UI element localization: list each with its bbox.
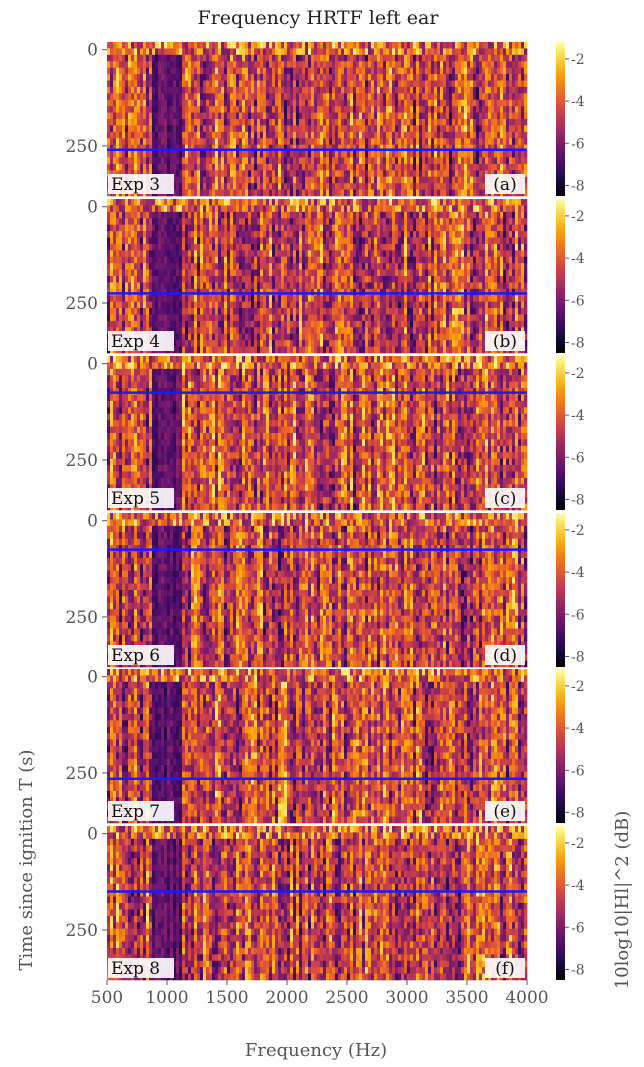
experiment-label: Exp 3 [111, 175, 160, 195]
colorbar-tick-label: -8 [571, 178, 585, 194]
colorbar-tick-label: -6 [571, 607, 585, 623]
x-axis: 500 1000 1500 2000 2500 3000 3500 4000 [91, 980, 549, 1008]
colorbar-tick-label: -2 [571, 52, 585, 68]
colorbar-tick-label: -2 [571, 523, 585, 539]
experiment-label: Exp 8 [111, 959, 160, 979]
spectrogram-panel: Exp 8 (f) 0 250 -2 -4 -6 -8 [66, 825, 585, 981]
x-tick-label: 500 [91, 988, 123, 1008]
x-tick-label: 1000 [145, 988, 188, 1008]
x-tick-label: 1500 [205, 988, 248, 1008]
colorbar-tick-label: -2 [571, 679, 585, 695]
experiment-label: Exp 7 [111, 802, 160, 822]
panel-letter: (f) [495, 959, 515, 979]
panel-letter: (a) [493, 175, 516, 195]
colorbar-tick-label: -8 [571, 649, 585, 665]
colorbar-tick-label: -8 [571, 492, 585, 508]
x-tick-label: 4000 [505, 988, 548, 1008]
y-tick-label: 250 [66, 451, 98, 471]
y-tick-label: 250 [66, 764, 98, 784]
experiment-label-box [108, 488, 174, 508]
colorbar-tick-label: -2 [571, 366, 585, 382]
colorbar-tick-label: -2 [571, 836, 585, 852]
x-tick-label: 2500 [325, 988, 368, 1008]
experiment-label-box [108, 958, 174, 978]
panel-letter: (b) [493, 332, 517, 352]
colorbar-tick-label: -4 [571, 565, 585, 581]
panel-letter-box [485, 331, 525, 351]
colorbar-tick-label: -8 [571, 335, 585, 351]
colorbar: -2 -4 -6 -8 [556, 826, 585, 980]
spectrogram-image [107, 199, 528, 354]
spectrogram-image [107, 513, 528, 668]
colorbar-tick-label: -6 [571, 763, 585, 779]
experiment-label: Exp 6 [111, 646, 160, 666]
colorbar-tick-label: -2 [571, 209, 585, 225]
spectrogram-panel: Exp 6 (d) 0 250 -2 -4 -6 -8 [66, 512, 585, 668]
spectrogram-image [107, 42, 528, 197]
colorbar: -2 -4 -6 -8 [556, 513, 585, 667]
experiment-label: Exp 5 [111, 489, 160, 509]
y-tick-label: 0 [87, 825, 98, 845]
experiment-label-box [108, 174, 174, 194]
colorbar-tick-label: -4 [571, 251, 585, 267]
y-tick-label: 250 [66, 608, 98, 628]
experiment-label-box [108, 801, 174, 821]
panel-letter-box [485, 801, 525, 821]
colorbar-scale [556, 513, 565, 667]
x-axis-label: Frequency (Hz) [245, 1040, 387, 1061]
experiment-label-box [108, 331, 174, 351]
spectrogram-image [107, 826, 528, 981]
colorbar: -2 -4 -6 -8 [556, 199, 585, 353]
colorbar-tick-label: -4 [571, 94, 585, 110]
y-tick-label: 250 [66, 921, 98, 941]
panel-letter-box [485, 488, 525, 508]
colorbar-scale [556, 826, 565, 980]
y-tick-label: 0 [87, 198, 98, 218]
colorbar-tick-label: -4 [571, 878, 585, 894]
chart-title: Frequency HRTF left ear [198, 7, 440, 29]
colorbar-scale [556, 669, 565, 823]
x-tick-label: 2000 [265, 988, 308, 1008]
colorbar-scale [556, 199, 565, 353]
spectrogram-panel: Exp 3 (a) 0 250 -2 -4 -6 -8 [66, 41, 585, 197]
spectrogram-panel: Exp 5 (c) 0 250 -2 -4 -6 -8 [66, 355, 585, 511]
y-tick-label: 0 [87, 355, 98, 375]
colorbar-tick-label: -6 [571, 450, 585, 466]
colorbar-tick-label: -6 [571, 293, 585, 309]
colorbar-scale [556, 42, 565, 196]
colorbar: -2 -4 -6 -8 [556, 42, 585, 196]
spectrogram-image [107, 356, 528, 511]
panel-letter: (d) [493, 646, 517, 666]
spectrogram-panel: Exp 4 (b) 0 250 -2 -4 -6 -8 [66, 198, 585, 354]
panels: Exp 3 (a) 0 250 -2 -4 -6 -8 Exp 4 (b) 0 250 -2 -4 -6 -8… [66, 41, 585, 981]
panel-letter-box [485, 174, 525, 194]
colorbar-tick-label: -4 [571, 408, 585, 424]
y-tick-label: 0 [87, 668, 98, 688]
colorbar-tick-label: -8 [571, 805, 585, 821]
colorbar-tick-label: -6 [571, 136, 585, 152]
experiment-label: Exp 4 [111, 332, 160, 352]
colorbar: -2 -4 -6 -8 [556, 356, 585, 510]
colorbar: -2 -4 -6 -8 [556, 669, 585, 823]
colorbar-tick-label: -6 [571, 920, 585, 936]
colorbar-tick-label: -4 [571, 721, 585, 737]
panel-letter-box [485, 958, 525, 978]
panel-letter-box [485, 645, 525, 665]
colorbar-tick-label: -8 [571, 962, 585, 978]
x-tick-label: 3500 [445, 988, 488, 1008]
y-tick-label: 250 [66, 294, 98, 314]
colorbar-scale [556, 356, 565, 510]
y-tick-label: 250 [66, 137, 98, 157]
panel-letter: (e) [493, 802, 516, 822]
spectrogram-panel: Exp 7 (e) 0 250 -2 -4 -6 -8 [66, 668, 585, 824]
panel-letter: (c) [494, 489, 517, 509]
colorbar-label: 10log10|Hl|^2 (dB) [612, 811, 633, 990]
spectrogram-image [107, 669, 528, 824]
x-tick-label: 3000 [385, 988, 428, 1008]
y-tick-label: 0 [87, 41, 98, 61]
y-tick-label: 0 [87, 512, 98, 532]
experiment-label-box [108, 645, 174, 665]
y-axis-label: Time since ignition T (s) [16, 749, 37, 970]
